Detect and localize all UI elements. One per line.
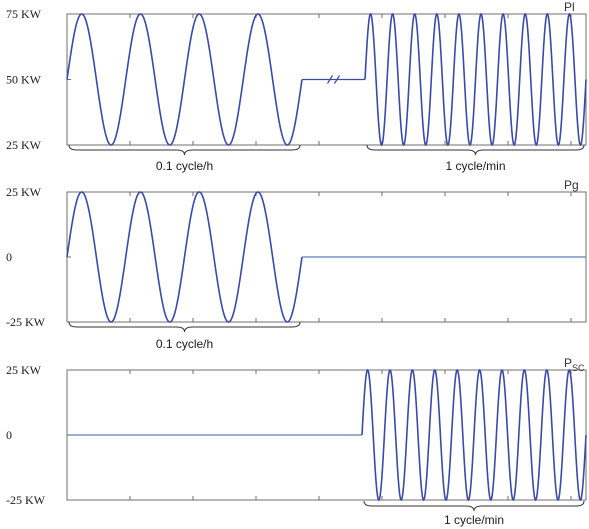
y-tick-label: 0 bbox=[6, 428, 12, 442]
y-tick-label: 25 KW bbox=[6, 138, 42, 152]
frequency-label: 1 cycle/min bbox=[444, 513, 504, 527]
y-tick-label: 25 KW bbox=[6, 185, 42, 199]
y-tick-label: 75 KW bbox=[6, 7, 42, 21]
series-label: Pl bbox=[564, 0, 575, 14]
frequency-label: 0.1 cycle/h bbox=[156, 159, 213, 173]
y-tick-label: -25 KW bbox=[6, 315, 46, 329]
sine-series-2 bbox=[361, 368, 587, 502]
y-tick-label: 50 KW bbox=[6, 73, 42, 87]
brace-1 bbox=[68, 321, 301, 333]
sine-series-1 bbox=[66, 191, 303, 323]
frequency-label: 1 cycle/min bbox=[445, 159, 505, 173]
y-tick-label: -25 KW bbox=[6, 493, 46, 507]
series-label: Pg bbox=[564, 178, 579, 192]
break-mark-2 bbox=[333, 75, 341, 84]
frequency-label: 0.1 cycle/h bbox=[156, 337, 213, 351]
series-label-sub: SC bbox=[572, 363, 585, 373]
sine-series-1 bbox=[66, 13, 303, 146]
chart-panel-2: 25 KW 0 -25 KW Pg 0.1 cycle/h bbox=[6, 178, 587, 351]
y-tick-label: 25 KW bbox=[6, 363, 42, 377]
y-tick-label: 0 bbox=[6, 250, 12, 264]
break-mark-1 bbox=[326, 75, 334, 84]
brace-3 bbox=[366, 144, 585, 156]
brace-1 bbox=[68, 144, 301, 156]
sine-series-3 bbox=[364, 12, 587, 147]
brace-2 bbox=[363, 500, 585, 512]
chart-panel-1: 75 KW 50 KW 25 KW Pl 0.1 cycle/h 1 cycle/min bbox=[6, 0, 587, 173]
